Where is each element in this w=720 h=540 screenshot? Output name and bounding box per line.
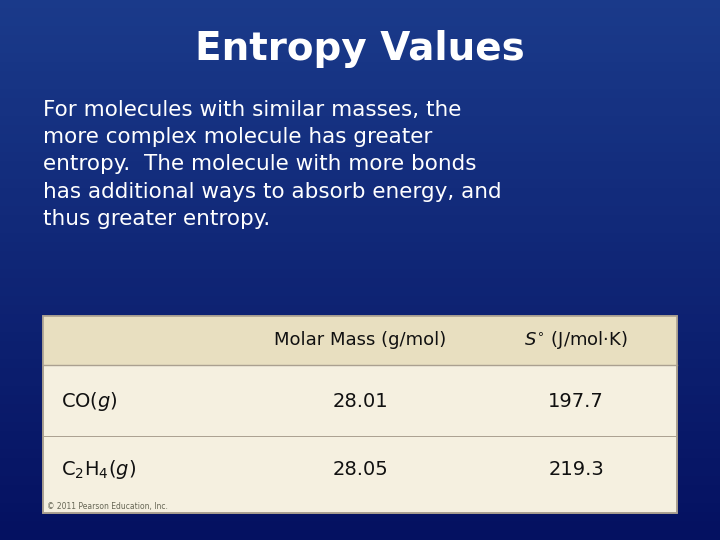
Bar [0, 99, 720, 108]
Bar [0, 108, 720, 117]
Bar [0, 45, 720, 54]
Bar [0, 243, 720, 252]
Bar [0, 270, 720, 279]
Bar [0, 72, 720, 81]
Bar [0, 198, 720, 207]
Bar [0, 135, 720, 144]
Bar [0, 351, 720, 360]
Text: Molar Mass (g/mol): Molar Mass (g/mol) [274, 331, 446, 349]
Bar [0, 378, 720, 387]
Text: 197.7: 197.7 [548, 392, 604, 411]
Bar [0, 423, 720, 432]
Bar [0, 279, 720, 288]
Bar [0, 117, 720, 126]
Text: CO($\mathit{g}$): CO($\mathit{g}$) [61, 390, 118, 413]
Bar [0, 63, 720, 72]
Bar [0, 315, 720, 324]
FancyBboxPatch shape [43, 316, 677, 513]
Bar [0, 126, 720, 135]
Bar [0, 522, 720, 531]
Bar [0, 405, 720, 414]
Bar [0, 288, 720, 297]
Bar [0, 189, 720, 198]
Bar [0, 144, 720, 153]
Bar [0, 306, 720, 315]
Bar [0, 54, 720, 63]
Bar [0, 180, 720, 189]
Bar [0, 225, 720, 234]
Bar [0, 450, 720, 459]
Bar [0, 234, 720, 243]
Bar [0, 18, 720, 27]
Bar [0, 261, 720, 270]
Bar [0, 468, 720, 477]
Bar [0, 27, 720, 36]
Bar [0, 360, 720, 369]
Bar [0, 333, 720, 342]
Bar [0, 162, 720, 171]
Bar [0, 477, 720, 486]
Bar [0, 0, 720, 9]
Bar [0, 90, 720, 99]
Bar [0, 387, 720, 396]
Bar [0, 216, 720, 225]
Bar [0, 153, 720, 162]
Text: 28.05: 28.05 [332, 460, 388, 479]
Bar [0, 486, 720, 495]
Bar [0, 81, 720, 90]
Bar [0, 252, 720, 261]
Bar [0, 441, 720, 450]
Text: Entropy Values: Entropy Values [195, 30, 525, 68]
Bar [0, 414, 720, 423]
Bar [0, 9, 720, 18]
Text: For molecules with similar masses, the
more complex molecule has greater
entropy: For molecules with similar masses, the m… [43, 100, 502, 229]
Text: $\mathrm{C_2H_4(}\mathit{g}\mathrm{)}$: $\mathrm{C_2H_4(}\mathit{g}\mathrm{)}$ [61, 458, 136, 481]
Bar [0, 531, 720, 540]
Bar [0, 432, 720, 441]
Bar [0, 324, 720, 333]
Bar [0, 396, 720, 405]
Bar [0, 36, 720, 45]
Bar [0, 495, 720, 504]
Bar [0, 207, 720, 216]
Text: $\mathit{S}^{\circ}$ (J/mol·K): $\mathit{S}^{\circ}$ (J/mol·K) [524, 329, 628, 351]
Text: 28.01: 28.01 [332, 392, 388, 411]
Text: 219.3: 219.3 [548, 460, 604, 479]
Bar [0, 369, 720, 378]
Bar [0, 459, 720, 468]
Bar [0, 171, 720, 180]
Bar [0, 297, 720, 306]
FancyBboxPatch shape [43, 316, 677, 364]
Text: © 2011 Pearson Education, Inc.: © 2011 Pearson Education, Inc. [47, 502, 168, 511]
Bar [0, 504, 720, 513]
Bar [0, 342, 720, 351]
Bar [0, 513, 720, 522]
